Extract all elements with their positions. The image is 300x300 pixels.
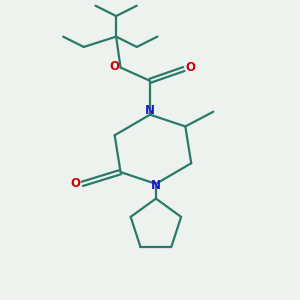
Text: O: O [109, 60, 119, 73]
Text: O: O [185, 61, 195, 74]
Text: O: O [71, 177, 81, 190]
Text: N: N [145, 104, 155, 117]
Text: N: N [151, 179, 161, 192]
